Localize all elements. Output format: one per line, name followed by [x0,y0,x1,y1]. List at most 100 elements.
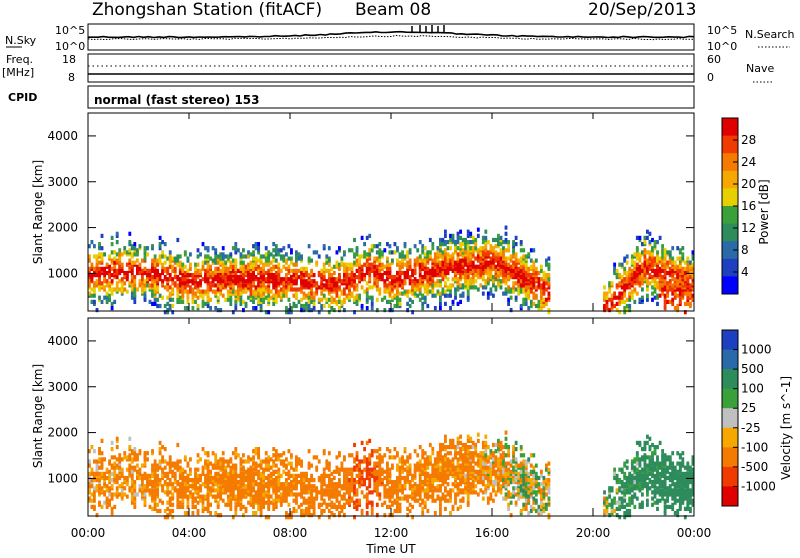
velocity-cell [300,509,303,513]
power-cell [255,257,258,261]
velocity-cell [462,480,465,484]
power-cell [240,277,243,281]
velocity-cell [217,484,220,488]
velocity-cell [217,488,220,492]
velocity-cell [447,451,450,455]
velocity-cell [164,472,167,476]
power-cell [651,252,654,256]
power-cell [641,277,644,281]
velocity-cell [154,474,157,478]
power-cell [128,232,131,236]
power-cell [280,296,283,300]
velocity-cell [118,476,121,480]
power-cell [348,267,351,271]
power-cell [515,252,518,256]
power-cell [452,259,455,263]
power-cell [628,285,631,289]
power-cell [497,281,500,285]
power-cell [187,296,190,300]
velocity-cell [217,478,220,482]
power-cell [255,275,258,279]
velocity-cell [328,488,331,492]
power-cell [444,240,447,244]
power-cell [131,292,134,296]
velocity-cell [353,457,356,461]
velocity-cell [101,505,104,509]
velocity-cell [467,457,470,461]
power-cell [232,265,235,269]
velocity-cell [366,492,369,496]
power-cell [257,265,260,269]
velocity-cell [328,462,331,466]
velocity-cell [227,480,230,484]
power-cell [176,294,179,298]
power-cell [517,292,520,296]
power-cell [527,273,530,277]
power-cell [113,269,116,273]
velocity-cell [224,466,227,470]
power-cell [288,257,291,261]
power-cell [245,302,248,306]
power-cell [341,279,344,283]
velocity-cell [366,499,369,503]
power-cell [285,290,288,294]
velocity-cell [333,476,336,480]
power-cell [323,283,326,287]
power-cell [389,281,392,285]
power-cell [386,263,389,267]
power-cell [409,290,412,294]
power-cell [267,273,270,277]
power-cell [128,240,131,244]
velocity-cell [439,466,442,470]
power-cell [282,277,285,281]
power-cell [500,261,503,265]
power-cell [464,246,467,250]
velocity-cell [343,478,346,482]
power-cell [611,298,614,302]
power-cell [429,290,432,294]
power-cell [118,287,121,291]
power-cell [452,252,455,256]
power-cell [641,273,644,277]
power-cell [490,257,493,261]
power-cell [108,298,111,302]
power-cell [482,236,485,240]
power-cell [222,283,225,287]
power-cell [664,304,667,308]
velocity-cell [164,509,167,513]
velocity-cell [333,492,336,496]
power-cell [414,281,417,285]
power-cell [416,279,419,283]
velocity-cell [328,468,331,472]
power-cell [366,252,369,256]
power-cell [247,250,250,254]
velocity-cell [214,511,217,515]
power-cell [479,252,482,256]
power-cell [487,271,490,275]
velocity-cell [222,462,225,466]
power-cell [401,250,404,254]
power-cell [229,302,232,306]
velocity-cell [272,499,275,503]
velocity-cell [293,499,296,503]
power-cell [527,285,530,289]
velocity-cell [262,468,265,472]
power-cell [171,257,174,261]
velocity-cell [298,474,301,478]
power-cell [320,298,323,302]
power-cell [437,283,440,287]
velocity-cell [411,505,414,509]
velocity-cell [361,490,364,494]
power-cell [131,279,134,283]
power-cell [330,283,333,287]
power-cell [282,254,285,258]
power-cell [358,263,361,267]
power-cell [515,242,518,246]
velocity-cell [272,464,275,468]
velocity-cell [96,513,99,517]
power-cell [469,261,472,265]
velocity-cell [232,451,235,455]
power-cell [300,304,303,308]
velocity-cell [252,455,255,459]
velocity-cell [444,499,447,503]
